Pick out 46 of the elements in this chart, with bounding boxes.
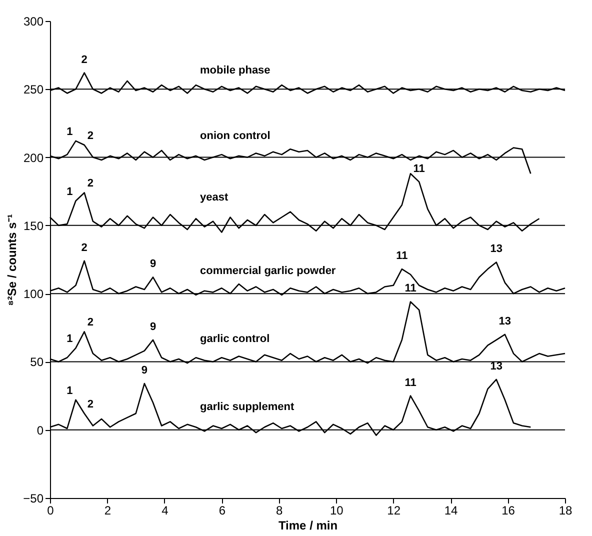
x-tick-label: 18 — [558, 504, 572, 518]
series-label: garlic supplement — [200, 401, 294, 414]
y-tick-label: 200 — [23, 150, 44, 165]
annotation: 13 — [498, 315, 512, 328]
y-tick-label: 100 — [23, 287, 44, 302]
y-tick-label: −50 — [23, 492, 44, 506]
series-label: onion control — [200, 130, 270, 142]
annotation: 2 — [87, 398, 94, 411]
y-tick-label: 250 — [23, 82, 44, 97]
annotation: 11 — [404, 376, 416, 389]
x-tick-label: 2 — [104, 504, 112, 518]
annotation: 1 — [66, 384, 73, 397]
annotation: 11 — [413, 162, 425, 175]
y-tick-label: 50 — [30, 355, 44, 370]
x-tick-label: 6 — [218, 504, 226, 518]
x-tick-label: 14 — [444, 504, 458, 518]
annotation: 9 — [150, 320, 156, 333]
x-tick-label: 8 — [276, 504, 284, 518]
annotation: 9 — [150, 258, 156, 270]
series-label: commercial garlic powder — [200, 264, 336, 277]
x-tick-label: 10 — [330, 504, 344, 518]
x-tick-label: 16 — [502, 504, 516, 518]
annotation: 1 — [66, 333, 73, 346]
x-axis-title: Time / min — [278, 518, 338, 532]
series-label: garlic control — [200, 332, 270, 345]
y-tick-label: 150 — [23, 218, 44, 233]
x-tick-label: 12 — [387, 504, 401, 518]
annotation: 2 — [87, 316, 94, 329]
annotation: 11 — [396, 250, 408, 262]
y-tick-label: 300 — [23, 14, 44, 28]
annotation: 9 — [141, 364, 148, 377]
annotation: 1 — [66, 186, 73, 198]
series-label: yeast — [200, 191, 228, 204]
annotation: 1 — [66, 126, 73, 138]
annotation: 2 — [81, 242, 88, 254]
series-label: mobile phase — [200, 64, 270, 77]
y-tick-label: 0 — [36, 423, 44, 438]
annotation: 2 — [81, 54, 88, 66]
x-tick-label: 4 — [162, 504, 169, 518]
annotation: 11 — [404, 282, 416, 295]
annotation: 13 — [490, 360, 502, 372]
x-tick-label: 0 — [47, 504, 54, 518]
y-axis-title: ⁸²Se / counts s⁻¹ — [5, 214, 20, 306]
annotation: 2 — [87, 130, 94, 142]
annotation: 13 — [490, 243, 502, 256]
annotation: 2 — [87, 178, 94, 190]
